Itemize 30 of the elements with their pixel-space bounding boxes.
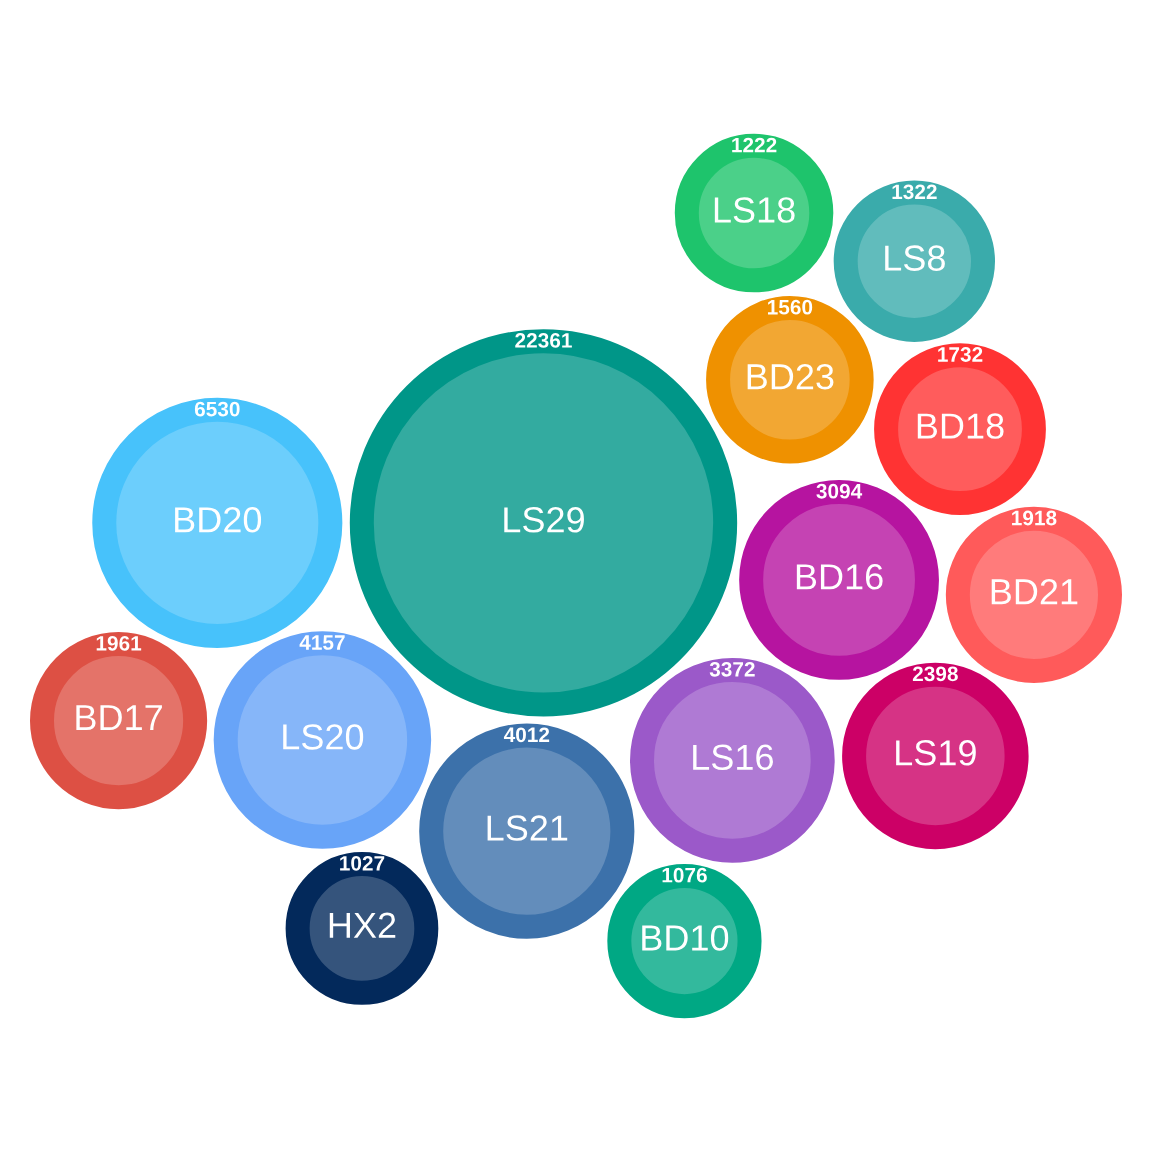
- category-label: HX2: [329, 912, 396, 938]
- data-label: 1918: [1012, 510, 1057, 526]
- data-label: 22361: [515, 333, 572, 348]
- category-label: LS19: [896, 740, 976, 766]
- category-label: LS8: [885, 245, 945, 271]
- category-label: LS21: [487, 815, 568, 841]
- category-label: LS29: [504, 507, 584, 533]
- data-label: 1961: [96, 635, 142, 651]
- data-label: 1222: [732, 137, 777, 153]
- data-label: 1027: [340, 855, 385, 871]
- category-label: BD10: [642, 925, 729, 951]
- category-label: BD20: [175, 507, 262, 533]
- data-label: 1322: [892, 184, 937, 200]
- category-label: BD21: [991, 578, 1078, 605]
- category-label: BD16: [796, 564, 883, 590]
- data-label: 4157: [299, 635, 345, 650]
- data-label: 6530: [194, 401, 240, 417]
- category-label: BD18: [917, 413, 1004, 439]
- category-label: LS20: [283, 724, 364, 750]
- category-label: BD17: [76, 705, 162, 731]
- category-label: BD23: [747, 363, 834, 390]
- data-label: 1076: [662, 867, 707, 883]
- data-label: 3094: [816, 483, 863, 499]
- data-label: 1560: [768, 299, 813, 315]
- data-label: 1732: [938, 347, 983, 362]
- data-label: 4012: [503, 727, 550, 743]
- category-label: LS16: [693, 744, 773, 771]
- data-label: 3372: [709, 661, 755, 677]
- data-label: 2398: [912, 666, 958, 682]
- category-label: LS18: [714, 197, 795, 223]
